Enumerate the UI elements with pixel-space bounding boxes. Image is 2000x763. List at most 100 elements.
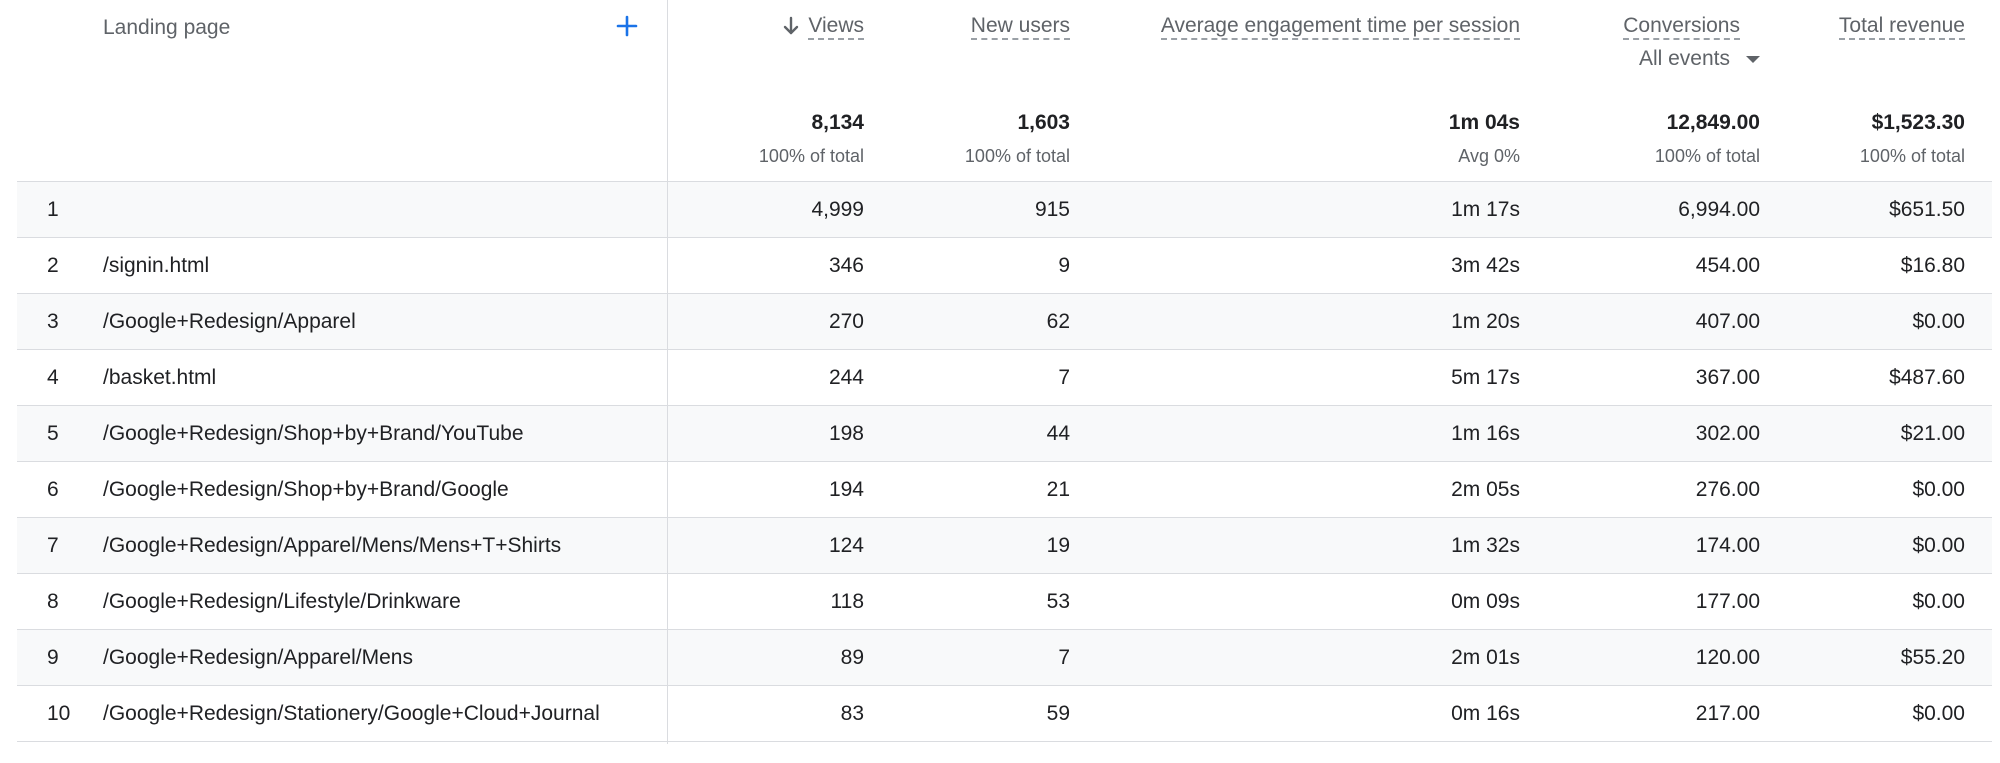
views-cell: 346 — [828, 254, 864, 277]
row-index: 10 — [47, 702, 71, 725]
views-cell: 198 — [828, 422, 864, 445]
revenue-cell: $0.00 — [1912, 590, 1965, 613]
conversions-cell: 217.00 — [1695, 702, 1760, 725]
conversions-cell: 407.00 — [1695, 310, 1760, 333]
views-header-label: Views — [808, 14, 864, 40]
views-total-sub: 100% of total — [758, 146, 864, 166]
new-users-cell: 915 — [1034, 198, 1070, 221]
row-index: 9 — [47, 646, 59, 669]
new-users-total-sub: 100% of total — [964, 146, 1070, 166]
conversions-cell: 6,994.00 — [1678, 198, 1760, 221]
column-divider — [667, 0, 668, 744]
revenue-cell: $0.00 — [1912, 310, 1965, 333]
views-cell: 89 — [840, 646, 864, 669]
avg-engagement-total: 1m 04s — [1448, 111, 1520, 134]
conversions-cell: 302.00 — [1695, 422, 1760, 445]
revenue-cell: $651.50 — [1889, 198, 1965, 221]
table-row[interactable]: 9 /Google+Redesign/Apparel/Mens 89 7 2m … — [17, 630, 1992, 686]
conversions-cell: 454.00 — [1695, 254, 1760, 277]
row-index: 4 — [47, 366, 59, 389]
table-row[interactable]: 3 /Google+Redesign/Apparel 270 62 1m 20s… — [17, 294, 1992, 350]
avg-engagement-cell: 0m 09s — [1451, 590, 1520, 613]
header-divider — [17, 181, 1992, 182]
conversions-cell: 367.00 — [1695, 366, 1760, 389]
conversions-column-header[interactable]: Conversions — [1577, 12, 1740, 40]
conversions-cell: 177.00 — [1695, 590, 1760, 613]
table-row[interactable]: 1 4,999 915 1m 17s 6,994.00 $651.50 — [17, 182, 1992, 238]
conversions-cell: 276.00 — [1695, 478, 1760, 501]
landing-page-cell[interactable]: /basket.html — [103, 366, 217, 389]
views-cell: 124 — [828, 534, 864, 557]
landing-page-cell[interactable]: /signin.html — [103, 254, 210, 277]
new-users-cell: 19 — [1046, 534, 1070, 557]
row-index: 8 — [47, 590, 59, 613]
row-index: 6 — [47, 478, 59, 501]
table-row[interactable]: 5 /Google+Redesign/Shop+by+Brand/YouTube… — [17, 406, 1992, 462]
avg-engagement-cell: 2m 05s — [1451, 478, 1520, 501]
conversions-header-label: Conversions — [1623, 14, 1740, 40]
table-row[interactable]: 2 /signin.html 346 9 3m 42s 454.00 $16.8… — [17, 238, 1992, 294]
new-users-cell: 62 — [1046, 310, 1070, 333]
arrow-down-icon — [784, 17, 799, 35]
conversions-cell: 174.00 — [1695, 534, 1760, 557]
revenue-cell: $21.00 — [1900, 422, 1965, 445]
avg-engagement-cell: 5m 17s — [1451, 366, 1520, 389]
revenue-cell: $16.80 — [1900, 254, 1965, 277]
avg-engagement-cell: 2m 01s — [1451, 646, 1520, 669]
table-row[interactable]: 7 /Google+Redesign/Apparel/Mens/Mens+T+S… — [17, 518, 1992, 574]
caret-down-icon — [1746, 55, 1760, 63]
landing-page-cell[interactable]: /Google+Redesign/Apparel/Mens — [103, 646, 413, 669]
table-row[interactable]: 4 /basket.html 244 7 5m 17s 367.00 $487.… — [17, 350, 1992, 406]
new-users-column-header[interactable]: New users — [917, 12, 1070, 40]
new-users-header-label: New users — [970, 14, 1070, 40]
table-row[interactable]: 6 /Google+Redesign/Shop+by+Brand/Google … — [17, 462, 1992, 518]
avg-engagement-cell: 1m 32s — [1451, 534, 1520, 557]
avg-engagement-column-header[interactable]: Average engagement time per session — [1117, 12, 1520, 40]
avg-engagement-cell: 1m 17s — [1451, 198, 1520, 221]
new-users-cell: 21 — [1046, 478, 1070, 501]
landing-page-cell[interactable]: /Google+Redesign/Apparel/Mens/Mens+T+Shi… — [103, 534, 562, 557]
row-index: 1 — [47, 198, 59, 221]
new-users-cell: 44 — [1046, 422, 1070, 445]
revenue-cell: $0.00 — [1912, 478, 1965, 501]
revenue-cell: $0.00 — [1912, 702, 1965, 725]
new-users-cell: 7 — [1058, 646, 1070, 669]
landing-page-cell[interactable]: /Google+Redesign/Shop+by+Brand/YouTube — [103, 422, 524, 445]
revenue-cell: $487.60 — [1889, 366, 1965, 389]
views-cell: 194 — [828, 478, 864, 501]
landing-page-report-table: Landing page Views New users Average eng… — [17, 0, 1992, 744]
revenue-cell: $0.00 — [1912, 534, 1965, 557]
conversions-filter-label: All events — [1638, 47, 1730, 70]
new-users-cell: 9 — [1058, 254, 1070, 277]
row-index: 3 — [47, 310, 59, 333]
new-users-cell: 7 — [1058, 366, 1070, 389]
table-row[interactable]: 10 /Google+Redesign/Stationery/Google+Cl… — [17, 686, 1992, 742]
views-cell: 270 — [828, 310, 864, 333]
views-cell: 83 — [840, 702, 864, 725]
avg-engagement-cell: 1m 16s — [1451, 422, 1520, 445]
conversions-total: 12,849.00 — [1666, 111, 1760, 134]
conversions-event-filter[interactable]: All events — [1577, 45, 1760, 73]
views-column-header[interactable]: Views — [717, 12, 864, 40]
landing-page-cell[interactable]: /Google+Redesign/Shop+by+Brand/Google — [103, 478, 509, 501]
total-revenue-column-header[interactable]: Total revenue — [1797, 12, 1965, 40]
avg-engagement-cell: 0m 16s — [1451, 702, 1520, 725]
new-users-total: 1,603 — [1017, 111, 1070, 134]
plus-icon[interactable] — [613, 12, 641, 40]
row-index: 2 — [47, 254, 59, 277]
row-index: 5 — [47, 422, 59, 445]
avg-engagement-total-sub: Avg 0% — [1458, 146, 1520, 166]
conversions-total-sub: 100% of total — [1654, 146, 1760, 166]
views-cell: 118 — [830, 590, 864, 613]
new-users-cell: 59 — [1046, 702, 1070, 725]
landing-page-cell[interactable]: /Google+Redesign/Stationery/Google+Cloud… — [103, 702, 600, 725]
row-index: 7 — [47, 534, 59, 557]
landing-page-cell[interactable]: /Google+Redesign/Lifestyle/Drinkware — [103, 590, 461, 613]
avg-engagement-header-label: Average engagement time per session — [1160, 14, 1520, 40]
table-row[interactable]: 8 /Google+Redesign/Lifestyle/Drinkware 1… — [17, 574, 1992, 630]
landing-page-cell[interactable]: /Google+Redesign/Apparel — [103, 310, 356, 333]
landing-page-column-header[interactable]: Landing page — [103, 16, 231, 39]
views-cell: 4,999 — [811, 198, 864, 221]
conversions-cell: 120.00 — [1695, 646, 1760, 669]
avg-engagement-cell: 1m 20s — [1451, 310, 1520, 333]
